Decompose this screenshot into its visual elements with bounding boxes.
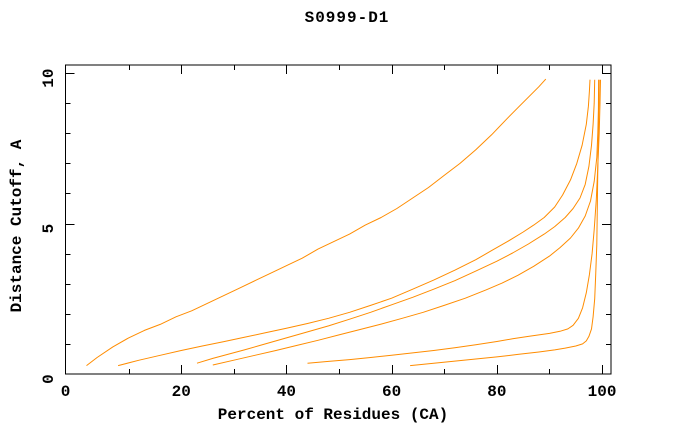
curve-2 xyxy=(117,79,591,367)
x-tick-label: 60 xyxy=(382,383,401,401)
chart-title: S0999-D1 xyxy=(304,9,390,27)
curve-3 xyxy=(196,79,596,364)
y-tick-label: 5 xyxy=(40,224,58,234)
x-tick-label: 40 xyxy=(277,383,296,401)
curve-6 xyxy=(410,79,600,367)
y-tick-label: 10 xyxy=(40,69,58,88)
y-tick-label: 0 xyxy=(40,374,58,384)
x-axis-title: Percent of Residues (CA) xyxy=(217,406,449,424)
x-tick-label: 80 xyxy=(487,383,506,401)
plot-frame xyxy=(65,64,612,375)
x-tick-label: 20 xyxy=(172,383,191,401)
curve-5 xyxy=(307,79,601,364)
y-ticks xyxy=(65,73,611,345)
x-tick-label: 100 xyxy=(588,383,617,401)
curve-1 xyxy=(86,78,547,366)
y-axis-title: Distance Cutoff, A xyxy=(8,139,26,313)
x-ticks xyxy=(129,65,603,374)
curve-4 xyxy=(212,79,600,366)
curves xyxy=(86,78,601,367)
tick-labels: 0 20 40 60 80 100 0 5 10 xyxy=(40,69,616,401)
x-tick-label: 0 xyxy=(61,383,71,401)
